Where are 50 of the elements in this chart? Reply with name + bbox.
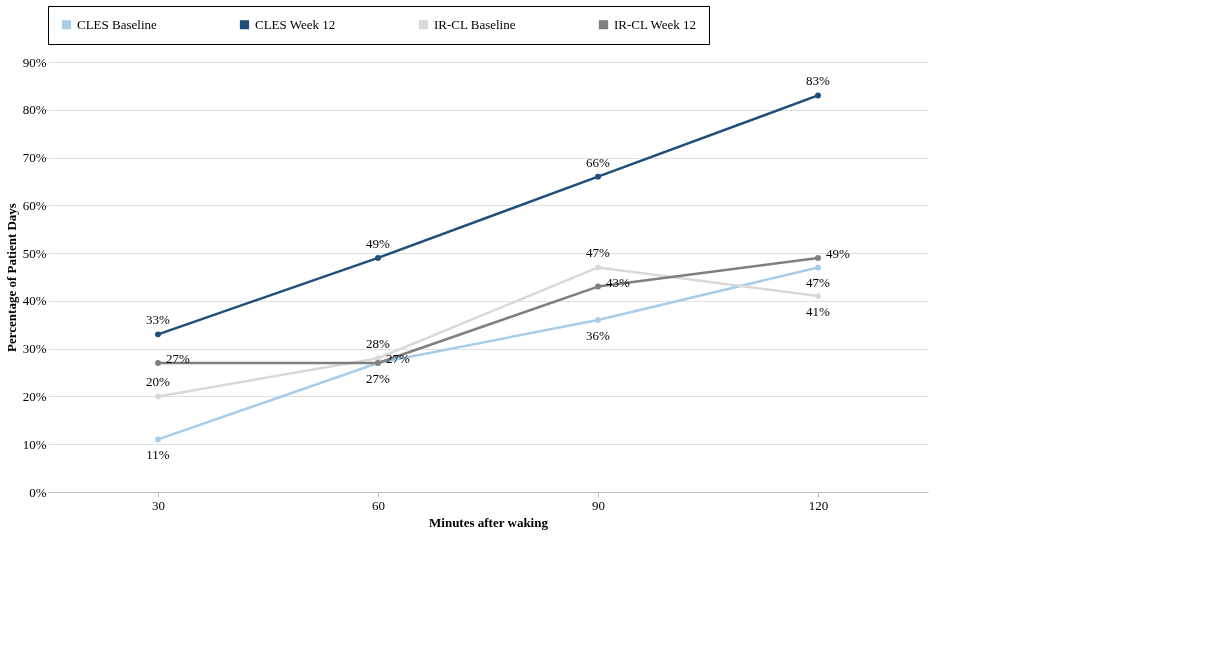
point [595,317,601,323]
data-label: 43% [606,274,631,290]
legend-label: IR-CL Week 12 [614,16,696,32]
legend-label: CLES Week 12 [255,16,336,32]
legend-label: CLES Baseline [77,16,158,32]
y-tick-label: 0% [29,484,47,500]
x-tick-label: 120 [808,497,829,513]
x-tick-label: 30 [152,497,165,513]
y-tick-label: 50% [22,245,47,261]
point [155,436,161,443]
point [375,355,381,362]
data-label: 27% [166,351,191,366]
data-label: 36% [586,328,611,343]
data-label: 27% [386,351,411,366]
data-label: 20% [146,374,171,390]
y-tick-label: 20% [22,388,47,404]
point [155,360,161,366]
point [595,264,601,271]
legend-label: IR-CL Baseline [434,16,516,32]
data-label: 47% [586,245,611,261]
point [155,393,161,400]
data-label: 66% [586,154,611,170]
point [155,331,161,338]
y-tick-label: 30% [22,341,47,357]
point [815,92,821,99]
data-label: 33% [146,312,171,328]
x-axis-title: Minutes after waking [429,514,549,530]
y-tick-label: 90% [22,54,47,70]
y-tick-label: 10% [22,436,47,452]
data-label: 47% [806,275,831,291]
point [375,254,381,261]
data-label: 49% [366,235,391,251]
y-tick-label: 40% [22,293,47,309]
y-tick-label: 80% [22,102,47,118]
point [815,293,821,300]
data-label: 41% [806,304,831,320]
data-label: 11% [146,447,170,463]
y-tick-label: 70% [22,150,47,166]
data-label: 49% [826,245,851,261]
point [595,283,601,290]
data-label: 27% [366,371,391,386]
data-label: 28% [366,336,391,352]
x-tick-label: 90 [592,497,605,513]
data-label: 83% [806,73,831,89]
y-axis-title: Percentage of Patient Days [3,203,19,352]
x-tick-label: 60 [372,497,385,513]
y-tick-label: 60% [22,197,47,213]
point [595,173,601,180]
point [815,264,821,271]
point [815,254,821,261]
